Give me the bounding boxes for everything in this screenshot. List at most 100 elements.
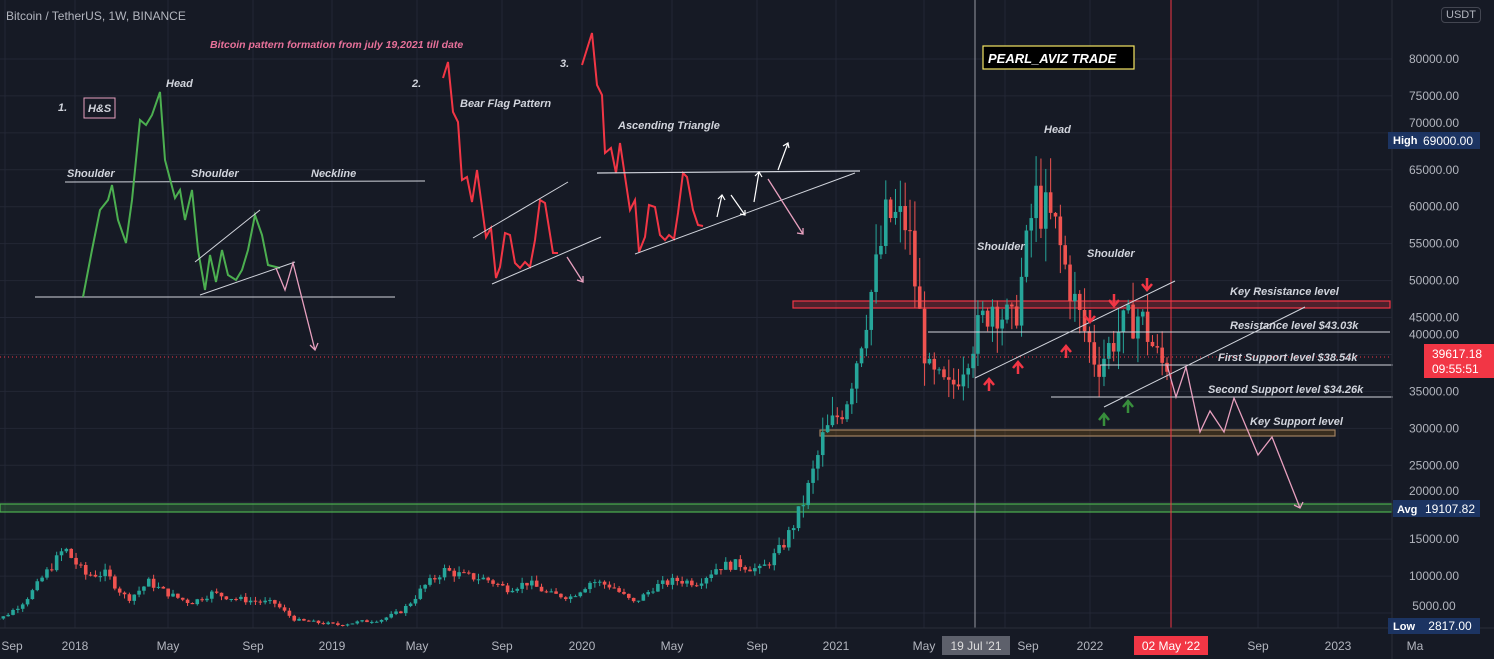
candle-body: [355, 621, 360, 624]
candle-body: [25, 599, 30, 605]
price-tick: 10000.00: [1409, 569, 1459, 583]
pattern1-name: H&S: [88, 103, 112, 115]
candle-body: [219, 592, 224, 597]
candle-body: [491, 580, 495, 584]
high-value: 69000.00: [1423, 134, 1473, 148]
candle-body: [471, 573, 476, 580]
candle-body: [525, 582, 529, 586]
candle-body: [331, 622, 335, 624]
time-tick: May: [157, 639, 180, 653]
candle-body: [515, 588, 520, 591]
candle-body: [757, 565, 762, 569]
candle-body: [394, 611, 398, 614]
candle-body: [1034, 185, 1038, 219]
candle-body: [210, 591, 214, 599]
candle-body: [103, 569, 107, 577]
candle-body: [932, 358, 937, 370]
candle-body: [1140, 311, 1145, 317]
candle-body: [719, 569, 723, 571]
candle-body: [913, 230, 917, 287]
symbol-title[interactable]: Bitcoin / TetherUS, 1W, BINANCE: [6, 9, 186, 23]
currency-button[interactable]: USDT: [1441, 7, 1481, 23]
candle-body: [917, 286, 922, 309]
candle-body: [496, 583, 500, 585]
candle-body: [1160, 347, 1164, 363]
pattern1-neckline: Neckline: [311, 168, 356, 180]
candle-body: [869, 291, 874, 330]
last-price-value: 39617.18: [1432, 347, 1482, 361]
key-support-label: Key Support level: [1250, 416, 1344, 428]
price-tick: 80000.00: [1409, 52, 1459, 66]
candle-body: [762, 564, 767, 566]
candle-body: [166, 588, 170, 597]
arrow-down-icon: [1084, 310, 1096, 324]
candle-body: [690, 580, 694, 586]
candle-body: [1111, 343, 1116, 352]
candle-body: [336, 623, 340, 626]
candle-body: [631, 597, 636, 602]
candle-body: [243, 596, 248, 603]
pattern2-name: Bear Flag Pattern: [460, 98, 551, 110]
candle-body: [16, 608, 20, 610]
candle-body: [704, 577, 709, 584]
projection-arrowhead-icon: [1293, 501, 1304, 509]
candle-body: [108, 569, 112, 577]
candle-body: [641, 594, 646, 601]
candle-body: [268, 600, 272, 602]
candle-body: [612, 587, 617, 589]
candle-body: [151, 578, 156, 588]
price-axis[interactable]: 80000.00 75000.00 70000.00 65000.00 60000.00…: [1409, 52, 1459, 613]
candle-body: [1, 616, 6, 619]
candle-body: [903, 206, 907, 231]
brand-box: [982, 45, 1135, 70]
candle-body: [316, 620, 321, 624]
pattern1-shoulder-left: Shoulder: [67, 168, 115, 180]
candle-body: [995, 306, 1000, 329]
candle-body: [171, 593, 175, 597]
candle-body: [961, 374, 966, 387]
candle-body: [287, 610, 292, 616]
time-tick: 2023: [1325, 639, 1352, 653]
candle-body: [481, 577, 486, 580]
pattern1-number: 1.: [58, 102, 67, 114]
candle-body: [840, 417, 844, 420]
avg-badge: [1393, 500, 1480, 517]
candle-body: [951, 379, 956, 385]
bear-flag-drawing: [442, 61, 602, 285]
candle-body: [510, 590, 515, 593]
high-label: High: [1393, 135, 1418, 147]
candle-body: [418, 588, 423, 599]
candle-body: [311, 620, 316, 622]
candle-body: [806, 482, 811, 506]
candle-body: [1077, 293, 1082, 310]
candle-body: [883, 199, 888, 246]
time-tick: Sep: [1017, 639, 1039, 653]
candle-body: [738, 559, 743, 568]
candle-body: [534, 580, 539, 587]
time-tick: Sep: [1247, 639, 1269, 653]
candle-body: [660, 580, 665, 584]
candle-body: [1136, 316, 1140, 339]
candle-body: [263, 600, 267, 603]
candle-body: [699, 583, 704, 586]
candle-body: [888, 199, 893, 219]
candle-body: [1150, 341, 1155, 347]
price-tick: 50000.00: [1409, 274, 1459, 288]
key-resistance-zone: [792, 300, 1391, 309]
candle-body: [156, 586, 161, 588]
hs-pattern-drawing: [35, 91, 426, 352]
candle-body: [59, 551, 64, 556]
candle-body: [835, 415, 840, 418]
candle-body: [1107, 343, 1111, 359]
time-axis[interactable]: Sep 2018 May Sep 2019 May Sep 2020 May Sep 2021 May…: [1, 639, 1423, 653]
candle-body: [627, 593, 631, 598]
candle-body: [607, 584, 612, 588]
candle-body: [787, 530, 791, 548]
candle-body: [379, 619, 384, 622]
time-tick: 2020: [569, 639, 596, 653]
candle-body: [117, 588, 122, 593]
candle-body: [64, 548, 69, 552]
candle-body: [947, 377, 951, 380]
cursor-date-badge: [942, 636, 1010, 655]
